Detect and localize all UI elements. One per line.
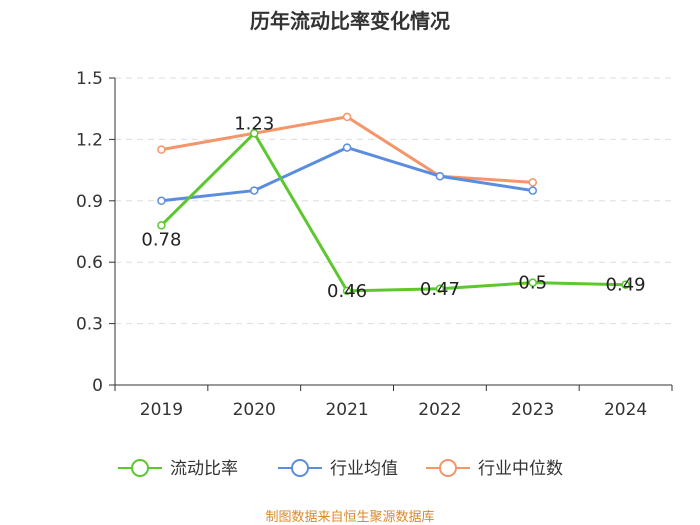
grid-lines xyxy=(115,77,672,325)
legend-item-0[interactable]: 流动比率 xyxy=(118,459,238,479)
y-tick-label: 0.3 xyxy=(76,315,103,335)
x-tick-label: 2024 xyxy=(604,400,647,420)
source-note: 制图数据来自恒生聚源数据库 xyxy=(265,509,434,525)
legend-marker xyxy=(291,459,309,477)
x-tick-label: 2022 xyxy=(418,400,461,420)
legend-item-1[interactable]: 行业均值 xyxy=(278,459,398,479)
data-label: 0.47 xyxy=(420,279,460,300)
legend-label: 流动比率 xyxy=(170,459,238,479)
data-point xyxy=(342,112,352,122)
series-layer xyxy=(157,112,630,296)
x-tick-label: 2019 xyxy=(140,400,183,420)
data-label: 0.49 xyxy=(606,275,646,296)
data-labels: 0.78 1.23 0.46 0.47 0.5 0.49 xyxy=(141,113,645,302)
legend[interactable]: 流动比率 行业均值 行业中位数 xyxy=(118,459,563,479)
data-point xyxy=(342,286,352,296)
y-tick-label: 1.2 xyxy=(76,130,103,150)
legend-item-2[interactable]: 行业中位数 xyxy=(426,459,563,479)
data-point xyxy=(250,129,259,138)
chart-title: 历年流动比率变化情况 xyxy=(250,9,450,33)
data-point xyxy=(157,221,166,230)
data-point xyxy=(435,284,445,294)
data-point xyxy=(528,278,537,287)
y-tick-label: 0.6 xyxy=(76,253,103,273)
data-point xyxy=(528,178,537,187)
y-tick-label: 0 xyxy=(92,376,103,396)
data-label: 1.23 xyxy=(234,113,274,134)
data-point xyxy=(621,280,630,289)
data-point xyxy=(528,186,537,195)
data-label: 0.46 xyxy=(327,281,367,302)
data-point xyxy=(157,196,166,206)
data-label: 0.78 xyxy=(141,229,181,250)
series-line xyxy=(160,131,626,293)
legend-marker xyxy=(439,459,457,477)
y-tick-label: 0.9 xyxy=(76,192,103,212)
series-line xyxy=(161,146,533,203)
data-label: 0.5 xyxy=(518,273,547,294)
legend-label: 行业均值 xyxy=(330,459,398,479)
x-tick-label: 2020 xyxy=(233,400,276,420)
series-0 xyxy=(157,129,630,296)
legend-label: 行业中位数 xyxy=(478,459,563,479)
series-1 xyxy=(157,143,537,206)
y-tick-label: 1.5 xyxy=(76,69,103,89)
axes: 0 0.3 0.6 0.9 1.2 1.5 2019 2020 2021 2022 2023 2024 xyxy=(76,69,673,420)
data-point xyxy=(342,143,352,152)
data-point xyxy=(250,186,259,195)
x-tick-label: 2023 xyxy=(511,400,554,420)
x-tick-label: 2021 xyxy=(325,400,368,420)
data-point xyxy=(435,171,445,181)
legend-marker xyxy=(131,459,149,477)
data-point xyxy=(157,145,166,154)
